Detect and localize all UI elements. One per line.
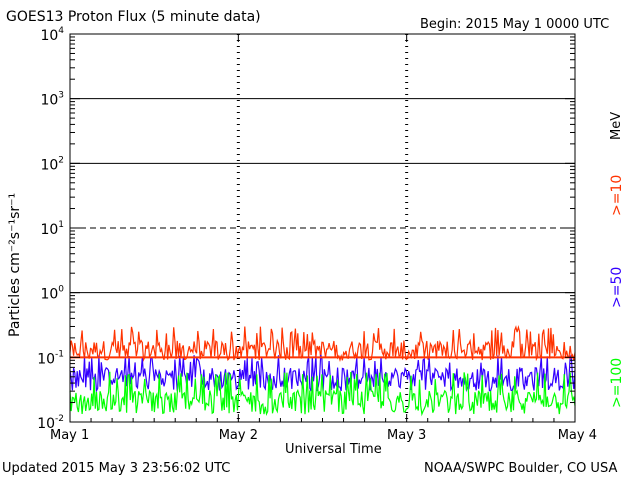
updated-timestamp: Updated 2015 May 3 23:56:02 UTC	[2, 461, 231, 476]
x-tick-label: May 2	[219, 428, 258, 443]
series-line-0	[69, 325, 576, 362]
legend-10mev: >=10	[609, 174, 625, 216]
y-tick-label: 101	[40, 220, 64, 238]
y-tick-label: 104	[40, 26, 64, 44]
legend-100mev: >=100	[609, 357, 625, 408]
series-line-2	[69, 371, 576, 417]
y-tick-label: 10-2	[37, 414, 64, 432]
credit: NOAA/SWPC Boulder, CO USA	[424, 461, 618, 476]
x-axis-label: Universal Time	[285, 442, 382, 457]
y-axis-label: Particles cm⁻²s⁻¹sr⁻¹	[7, 192, 23, 337]
x-tick-label: May 1	[50, 428, 89, 443]
chart-title: GOES13 Proton Flux (5 minute data)	[6, 9, 261, 25]
x-tick-label: May 3	[387, 428, 426, 443]
y-tick-label: 10-1	[37, 349, 64, 367]
y-tick-label: 103	[40, 91, 64, 109]
legend-50mev: >=50	[609, 266, 625, 308]
legend-unit: MeV	[609, 111, 624, 140]
y-tick-label: 100	[40, 285, 64, 303]
begin-time: Begin: 2015 May 1 0000 UTC	[420, 17, 610, 32]
y-tick-label: 102	[40, 155, 64, 173]
x-tick-label: May 4	[558, 428, 597, 443]
